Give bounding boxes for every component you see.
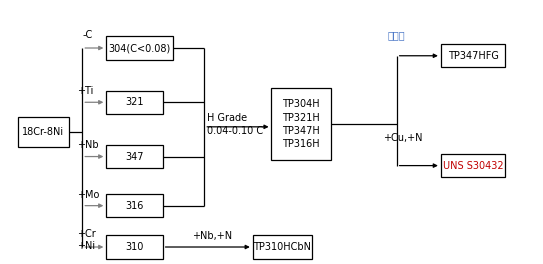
Text: +Cu,+N: +Cu,+N: [383, 133, 423, 143]
Bar: [272, 88, 331, 161]
Bar: [106, 145, 163, 168]
Text: +Ti: +Ti: [78, 86, 94, 96]
Bar: [252, 235, 312, 259]
Text: +Nb,+N: +Nb,+N: [192, 230, 232, 241]
Bar: [17, 117, 68, 147]
Text: +Nb: +Nb: [78, 140, 99, 150]
Text: 18Cr-8Ni: 18Cr-8Ni: [22, 127, 64, 137]
Text: TP347HFG: TP347HFG: [447, 51, 498, 61]
Bar: [106, 235, 163, 259]
Text: +Cr
+Ni: +Cr +Ni: [78, 229, 96, 251]
Text: 321: 321: [125, 97, 144, 107]
Text: TP304H
TP321H
TP347H
TP316H: TP304H TP321H TP347H TP316H: [282, 100, 320, 149]
Text: 热处理: 热处理: [387, 30, 405, 40]
Bar: [441, 44, 506, 67]
Text: TP310HCbN: TP310HCbN: [253, 242, 311, 252]
Text: 304(C<0.08): 304(C<0.08): [109, 43, 171, 53]
Text: 347: 347: [125, 152, 144, 162]
Text: -C: -C: [83, 30, 92, 40]
Bar: [106, 194, 163, 217]
Text: H Grade
0.04-0.10 C: H Grade 0.04-0.10 C: [207, 113, 263, 136]
Text: 310: 310: [125, 242, 144, 252]
Text: UNS S30432: UNS S30432: [443, 161, 503, 171]
Text: 316: 316: [125, 201, 144, 211]
Bar: [106, 36, 173, 60]
Text: +Mo: +Mo: [78, 190, 100, 200]
Bar: [106, 91, 163, 114]
Bar: [441, 154, 506, 177]
